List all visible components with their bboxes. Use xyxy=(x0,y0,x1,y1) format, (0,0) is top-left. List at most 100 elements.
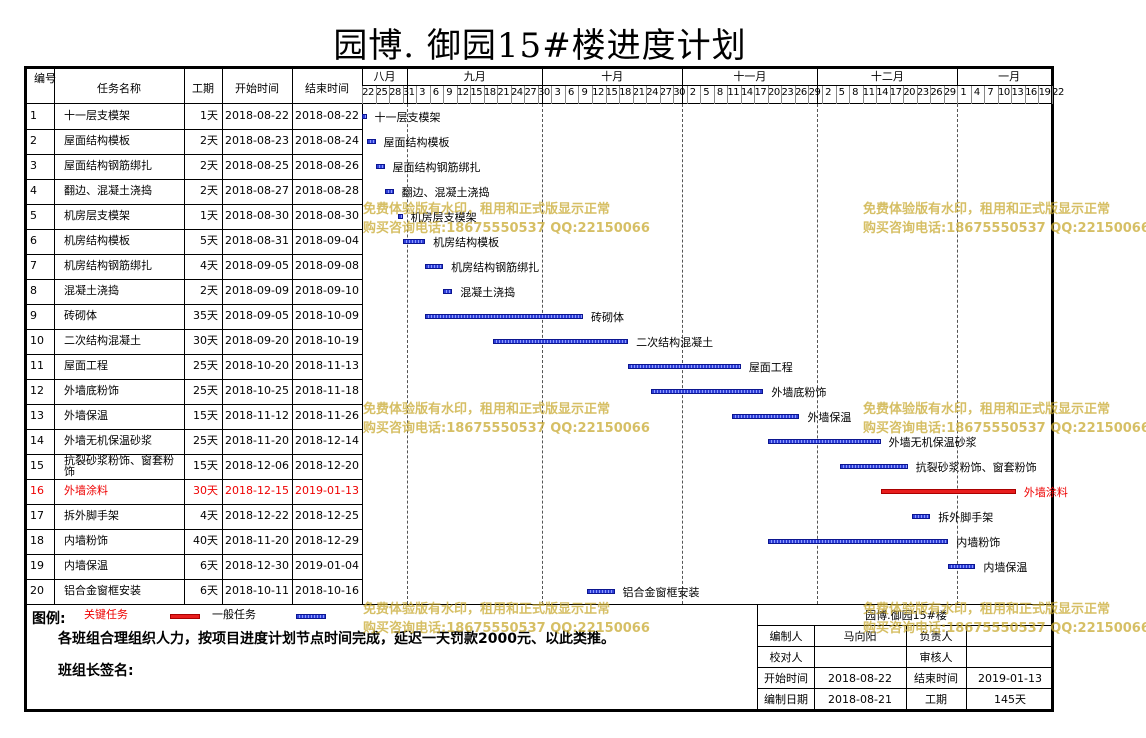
info-row-line xyxy=(757,667,1054,668)
task-bar-label: 混凝土浇捣 xyxy=(460,286,516,299)
task-bar xyxy=(443,289,453,294)
task-duration: 15天 xyxy=(193,459,218,472)
day-label: 26 xyxy=(795,87,807,98)
task-bar xyxy=(767,439,881,444)
task-name: 翻边、混凝土浇捣 xyxy=(64,184,152,197)
day-label: 12 xyxy=(592,87,604,98)
task-number: 8 xyxy=(30,284,37,297)
month-gridline xyxy=(407,104,409,604)
task-bar-label: 铝合金窗框安装 xyxy=(622,586,700,599)
column-divider xyxy=(54,68,55,605)
task-name: 机房结构钢筋绑扎 xyxy=(64,259,152,272)
legend-normal-swatch xyxy=(296,614,326,619)
column-header-start: 开始时间 xyxy=(235,82,279,95)
day-label: 8 xyxy=(852,87,858,98)
info-col-line xyxy=(814,625,815,712)
day-label: 22 xyxy=(1052,87,1064,98)
task-bar xyxy=(587,589,615,594)
day-label: 5 xyxy=(703,87,710,98)
task-number: 5 xyxy=(30,209,37,222)
row-divider xyxy=(24,529,362,530)
day-label: 11 xyxy=(862,87,875,98)
task-name: 机房结构模板 xyxy=(64,234,130,247)
task-start: 2018-08-23 xyxy=(225,134,289,147)
day-label: 12 xyxy=(456,87,469,98)
task-bar-label: 抗裂砂浆粉饰、窗套粉饰 xyxy=(915,461,1037,474)
day-tick xyxy=(1052,86,1053,104)
month-label: 一月 xyxy=(998,70,1021,83)
day-tick xyxy=(808,86,810,104)
month-divider xyxy=(682,68,684,104)
day-tick xyxy=(659,86,661,104)
day-tick xyxy=(578,86,580,104)
row-divider xyxy=(24,429,362,430)
info-row-line xyxy=(757,646,1054,647)
header-bottom-line xyxy=(24,103,1054,104)
task-end: 2018-10-19 xyxy=(295,334,359,347)
info-divider xyxy=(757,604,758,712)
timescale-divider xyxy=(362,85,1052,86)
month-gridline xyxy=(542,104,544,604)
day-label: 17 xyxy=(889,87,902,98)
day-tick xyxy=(984,86,986,104)
task-bar-label: 机房结构模板 xyxy=(433,236,500,249)
month-gridline xyxy=(682,104,684,604)
task-end: 2019-01-13 xyxy=(295,484,359,497)
column-header-no: 编号 xyxy=(34,72,56,85)
day-label: 14 xyxy=(740,87,753,98)
day-tick xyxy=(673,86,675,104)
task-duration: 5天 xyxy=(200,234,218,247)
info-editor: 马向阳 xyxy=(843,630,877,643)
info-row-line xyxy=(757,625,1054,626)
task-end: 2018-09-04 xyxy=(295,234,359,247)
day-tick xyxy=(916,86,918,104)
task-duration: 6天 xyxy=(200,584,218,597)
task-name: 外墙保温 xyxy=(64,409,108,422)
task-bar-label: 十一层支模架 xyxy=(374,111,441,124)
task-number: 17 xyxy=(30,509,44,522)
task-start: 2018-11-12 xyxy=(225,409,289,422)
day-tick xyxy=(483,86,485,104)
day-tick xyxy=(686,86,688,104)
day-label: 4 xyxy=(973,87,980,98)
day-label: 13 xyxy=(1011,87,1024,98)
task-end: 2018-12-29 xyxy=(295,534,359,547)
task-start: 2018-12-30 xyxy=(225,559,289,572)
day-tick xyxy=(646,86,648,104)
day-tick xyxy=(564,86,566,104)
task-start: 2018-11-20 xyxy=(225,534,289,547)
day-label: 30 xyxy=(538,87,550,98)
task-duration: 30天 xyxy=(193,484,218,497)
info-end-label: 结束时间 xyxy=(914,672,958,685)
task-name: 砖砌体 xyxy=(64,309,97,322)
task-bar-label: 屋面工程 xyxy=(748,361,793,374)
day-tick xyxy=(767,86,769,104)
task-name: 屋面结构模板 xyxy=(64,134,130,147)
day-label: 11 xyxy=(727,87,740,98)
day-label: 8 xyxy=(716,87,723,98)
task-number: 9 xyxy=(30,309,37,322)
day-label: 15 xyxy=(470,87,483,98)
day-label: 1 xyxy=(960,87,967,98)
task-bar xyxy=(375,164,385,169)
column-divider xyxy=(292,68,293,605)
day-label: 7 xyxy=(987,87,994,98)
day-label: 29 xyxy=(808,87,821,98)
month-label: 十二月 xyxy=(870,70,904,83)
task-bar-label: 外墙保温 xyxy=(807,411,852,424)
task-start: 2018-09-05 xyxy=(225,309,289,322)
task-start: 2018-09-09 xyxy=(225,284,289,297)
row-divider xyxy=(24,179,362,180)
task-number: 15 xyxy=(30,459,44,472)
task-start: 2018-08-27 xyxy=(225,184,289,197)
day-tick xyxy=(524,86,526,104)
task-duration: 40天 xyxy=(193,534,218,547)
task-number: 6 xyxy=(30,234,37,247)
column-header-dur: 工期 xyxy=(192,82,214,95)
watermark: 免费体验版有水印，租用和正式版显示正常 购买咨询电话:18675550537 QQ… xyxy=(863,402,1146,436)
task-bar xyxy=(731,414,800,419)
task-duration: 30天 xyxy=(193,334,218,347)
task-bar xyxy=(948,564,976,569)
day-tick xyxy=(416,86,418,104)
day-tick xyxy=(740,86,742,104)
